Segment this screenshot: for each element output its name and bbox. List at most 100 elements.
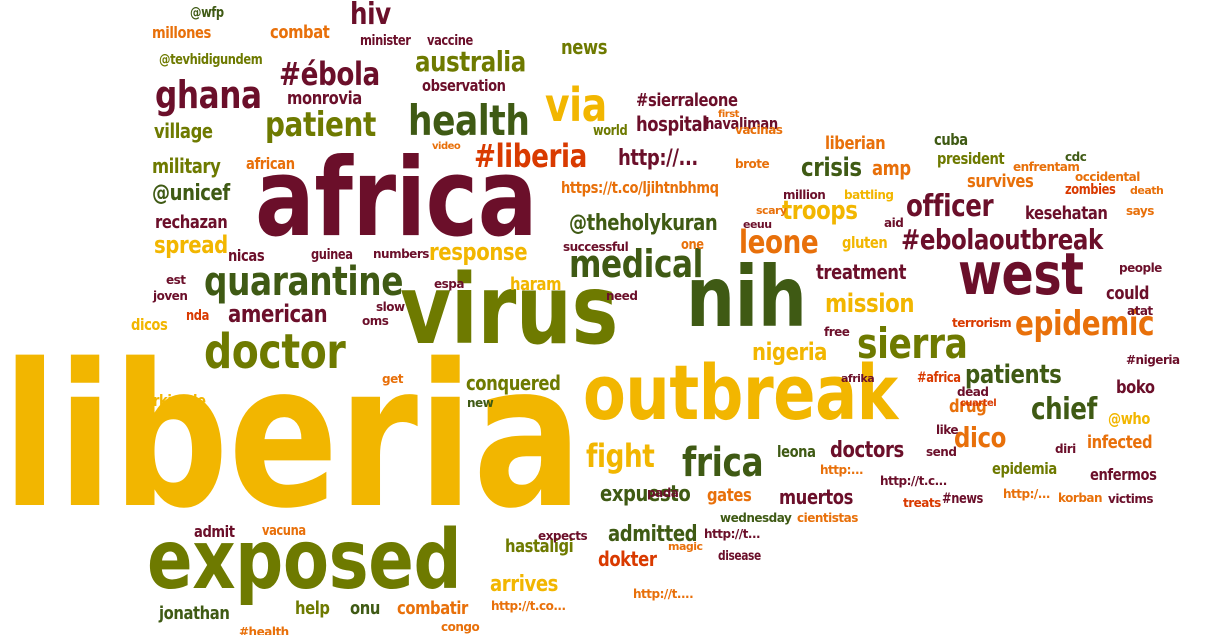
- cloud-word: @unicef: [152, 181, 230, 206]
- cloud-word: dicos: [131, 315, 168, 334]
- cloud-word: cientistas: [797, 511, 858, 525]
- cloud-word: slow: [376, 300, 405, 314]
- cloud-word: aid: [884, 216, 904, 230]
- cloud-word: outbreak: [583, 348, 898, 437]
- cloud-word: http://...: [618, 146, 698, 171]
- cloud-word: like: [936, 423, 959, 437]
- cloud-word: scary: [756, 204, 787, 217]
- cloud-word: nigeria: [752, 338, 828, 366]
- cloud-word: #africa: [917, 370, 961, 386]
- cloud-word: patient: [265, 105, 376, 145]
- cloud-word: boko: [1116, 377, 1155, 398]
- cloud-word: muertos: [779, 485, 853, 509]
- cloud-word: @tevhidigundem: [159, 52, 263, 68]
- cloud-word: nicas: [228, 246, 265, 265]
- cloud-word: #nigeria: [1126, 353, 1180, 367]
- cloud-word: people: [1119, 261, 1162, 275]
- cloud-word: #sierraleone: [636, 90, 738, 111]
- cloud-word: rkiyede: [153, 391, 206, 410]
- cloud-word: american: [228, 300, 328, 328]
- cloud-word: kesehatan: [1025, 203, 1108, 224]
- cloud-word: numbers: [373, 247, 429, 261]
- cloud-word: http:...: [820, 463, 864, 477]
- cloud-word: oms: [362, 314, 389, 328]
- cloud-word: ghana: [155, 73, 262, 117]
- cloud-word: officer: [906, 189, 994, 224]
- cloud-word: village: [154, 119, 213, 143]
- cloud-word: quarantine: [204, 259, 404, 305]
- cloud-word: expects: [538, 529, 588, 543]
- cloud-word: disease: [718, 549, 761, 564]
- cloud-word: eeuu: [743, 218, 772, 231]
- cloud-word: get: [382, 372, 403, 386]
- cloud-word: president: [937, 149, 1005, 168]
- cloud-word: magic: [668, 540, 703, 553]
- cloud-word: military: [152, 154, 221, 178]
- cloud-word: african: [246, 154, 295, 173]
- cloud-word: diri: [1055, 442, 1076, 456]
- cloud-word: @theholykuran: [569, 211, 718, 236]
- cloud-word: survives: [967, 171, 1034, 192]
- cloud-word: enfermos: [1090, 465, 1157, 484]
- cloud-word: chief: [1031, 392, 1097, 427]
- cloud-word: gates: [707, 485, 752, 506]
- cloud-word: sierra: [857, 319, 968, 368]
- cloud-word: onu: [350, 598, 380, 619]
- cloud-word: death: [1130, 184, 1164, 197]
- cloud-word: new: [467, 396, 494, 410]
- cloud-word: send: [926, 445, 957, 459]
- cloud-word: admit: [194, 522, 235, 541]
- cloud-word: leona: [777, 442, 816, 461]
- cloud-word: #ebolaoutbreak: [901, 223, 1103, 256]
- cloud-word: nda: [186, 308, 209, 324]
- cloud-word: patients: [965, 360, 1062, 390]
- cloud-word: fight: [586, 437, 655, 475]
- cloud-word: #health: [239, 625, 289, 635]
- cloud-word: hastaligi: [505, 536, 574, 557]
- cloud-word: mission: [825, 289, 915, 319]
- cloud-word: est: [166, 273, 186, 287]
- cloud-word: victims: [1108, 492, 1154, 506]
- cloud-word: arrives: [490, 572, 559, 597]
- cloud-word: australia: [415, 45, 526, 78]
- cloud-word: video: [432, 141, 461, 152]
- cloud-word: infected: [1087, 432, 1153, 453]
- cloud-word: expuesto: [600, 482, 691, 507]
- cloud-word: health: [408, 96, 530, 145]
- cloud-word: world: [593, 123, 628, 139]
- cloud-word: afrika: [841, 372, 875, 385]
- cloud-word: hospital: [636, 112, 708, 136]
- cloud-word: admitted: [608, 522, 698, 547]
- cloud-word: spread: [154, 231, 228, 259]
- cloud-word: guinea: [311, 247, 353, 263]
- cloud-word: http://t....: [633, 587, 694, 601]
- cloud-word: treatment: [816, 260, 906, 284]
- cloud-word: monrovia: [287, 88, 362, 109]
- cloud-word: dead: [957, 385, 989, 399]
- cloud-word: korban: [1058, 491, 1103, 505]
- cloud-word: jonathan: [159, 603, 230, 624]
- cloud-word: brote: [735, 157, 770, 171]
- cloud-word: could: [1106, 283, 1149, 304]
- cloud-word: gluten: [842, 233, 888, 252]
- cloud-word: free: [824, 325, 850, 339]
- cloud-word: hiv: [350, 0, 391, 32]
- cloud-word: dokter: [598, 547, 657, 571]
- cloud-word: help: [295, 598, 330, 619]
- cloud-word: frica: [682, 440, 764, 486]
- cloud-word: http:/...: [1003, 487, 1050, 501]
- cloud-word: terrorism: [952, 316, 1012, 330]
- cloud-word: combat: [270, 22, 330, 43]
- cloud-word: epidemic: [1015, 304, 1155, 344]
- cloud-word: wednesday: [720, 511, 792, 525]
- cloud-word: cuba: [934, 130, 968, 149]
- cloud-word: liberia: [2, 321, 583, 552]
- cloud-word: doctors: [830, 438, 904, 463]
- cloud-word: treats: [903, 496, 941, 510]
- cloud-word: one: [681, 237, 704, 253]
- cloud-word: conquered: [466, 371, 561, 395]
- cloud-word: west: [958, 240, 1084, 308]
- cloud-word: doctor: [204, 324, 346, 380]
- cloud-word: http://t.c...: [880, 474, 947, 488]
